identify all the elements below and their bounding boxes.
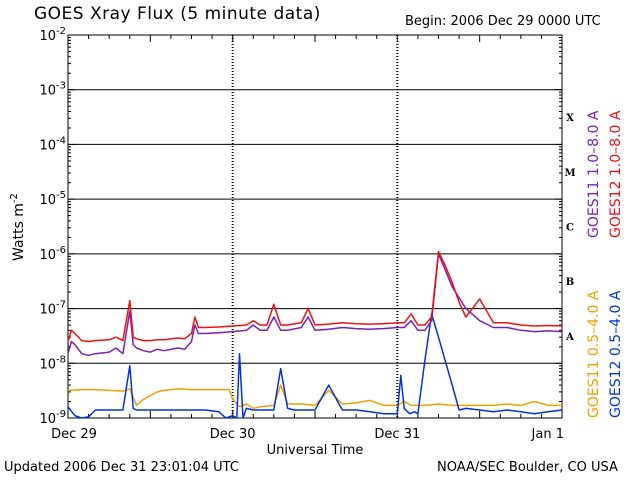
y-tick-exponent: -8 [56, 354, 66, 365]
y-tick-exponent: -7 [56, 300, 66, 311]
flare-class-label: A [565, 332, 574, 343]
y-tick-base: 10 [39, 412, 56, 427]
y-tick-label: 10-4 [39, 135, 66, 153]
flare-class-label: M [564, 168, 575, 179]
x-tick-label: Jan 1 [531, 427, 564, 442]
y-tick-exponent: -3 [56, 81, 66, 92]
y-tick-base: 10 [39, 84, 56, 99]
legend-entry: GOES11 1.0–8.0 A [586, 110, 602, 238]
y-axis-label: Watts m-2 [9, 193, 27, 261]
y-tick-exponent: -9 [56, 409, 66, 420]
y-tick-base: 10 [39, 193, 56, 208]
flare-class-label: C [566, 223, 574, 234]
day-tick-lines [67, 35, 563, 418]
flare-class-label: X [566, 113, 574, 124]
y-tick-label: 10-6 [39, 245, 66, 263]
begin-time-label: Begin: 2006 Dec 29 0000 UTC [405, 14, 601, 29]
y-axis-label-text: Watts m [11, 203, 27, 261]
series-line [67, 250, 563, 343]
decade-gridlines [68, 34, 562, 419]
series-lines [67, 250, 563, 419]
y-tick-label: 10-9 [39, 409, 66, 427]
y-tick-exponent: -4 [56, 135, 66, 146]
plot-frame [67, 34, 563, 419]
svg-text:Watts m-2: Watts m-2 [9, 193, 27, 261]
legend-entry: GOES11 0.5–4.0 A [586, 290, 602, 418]
x-tick-label: Dec 31 [374, 427, 420, 442]
y-tick-label: 10-3 [39, 81, 66, 99]
y-tick-exponent: -2 [56, 26, 66, 37]
x-tick-label: Dec 30 [210, 427, 256, 442]
legend-entry: GOES12 0.5–4.0 A [608, 290, 624, 418]
y-tick-exponent: -6 [56, 245, 66, 256]
legend-entry: GOES12 1.0–8.0 A [608, 110, 624, 238]
data-source-label: NOAA/SEC Boulder, CO USA [437, 460, 618, 475]
series-line [67, 313, 563, 419]
y-tick-base: 10 [39, 138, 56, 153]
x-tick-label: Dec 29 [51, 427, 97, 442]
y-tick-base: 10 [39, 248, 56, 263]
y-tick-label: 10-7 [39, 300, 66, 318]
y-tick-label: 10-2 [39, 26, 66, 44]
chart-title: GOES Xray Flux (5 minute data) [34, 4, 321, 24]
series-line [67, 253, 563, 357]
y-tick-base: 10 [39, 29, 56, 44]
y-axis-label-exponent: -2 [9, 193, 20, 203]
y-tick-label: 10-5 [39, 190, 66, 208]
y-tick-labels: 10-210-310-410-510-610-710-810-9 [39, 26, 66, 427]
y-tick-exponent: -5 [56, 190, 66, 201]
flare-class-label: B [566, 277, 574, 288]
y-tick-base: 10 [39, 357, 56, 372]
updated-timestamp: Updated 2006 Dec 31 23:01:04 UTC [4, 460, 239, 475]
flare-class-labels: X M C B A [564, 113, 575, 343]
x-axis-label: Universal Time [267, 443, 364, 458]
legend: GOES11 0.5–4.0 A GOES12 0.5–4.0 A GOES11 1… [586, 110, 624, 418]
y-tick-label: 10-8 [39, 354, 66, 372]
series-line [67, 384, 562, 410]
x-tick-labels: Dec 29 Dec 30 Dec 31 Jan 1 [51, 427, 564, 442]
y-tick-base: 10 [39, 303, 56, 318]
